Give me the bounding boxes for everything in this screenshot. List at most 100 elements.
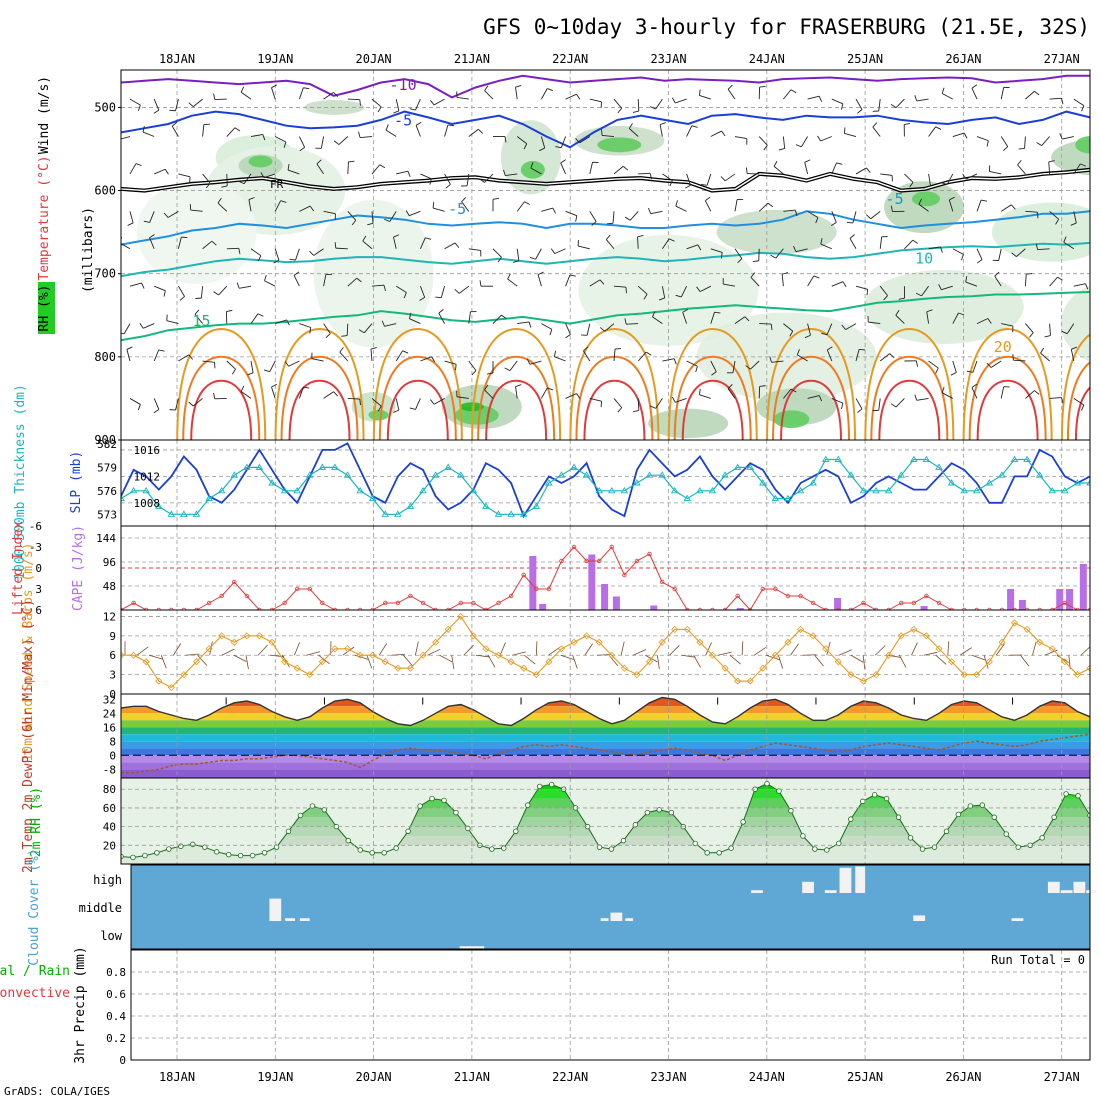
li-point	[1037, 607, 1042, 610]
wind-barb	[699, 394, 711, 399]
wind-barb	[807, 210, 819, 218]
pressure-tick: 600	[94, 184, 116, 198]
wind-speed-point	[620, 664, 628, 672]
li-cape-panel: -6 -3 0 3 6 48 96 144	[29, 520, 1091, 617]
li-point	[1012, 607, 1017, 610]
rh-point	[931, 844, 938, 850]
wind-barb	[217, 202, 228, 212]
thickness-point	[683, 494, 692, 502]
li-point	[320, 600, 325, 606]
wind-barb	[1016, 248, 1026, 257]
surface-barb	[487, 655, 496, 668]
wind-speed-point	[331, 645, 339, 653]
li-point	[307, 586, 312, 592]
thickness-point	[784, 494, 792, 502]
rh-point	[656, 807, 663, 813]
wind-speed-point	[1010, 619, 1019, 627]
thickness-point	[331, 463, 339, 470]
wind-barb	[732, 360, 736, 373]
wind-barb	[686, 244, 699, 250]
wind-barb	[456, 396, 469, 399]
wind-barb	[293, 275, 300, 287]
li-point	[1062, 600, 1068, 606]
surface-barb	[681, 654, 696, 658]
bottom-date-axis: 18JAN 19JAN 20JAN 21JAN 22JAN 23JAN 24JAN 25JAN…	[159, 1070, 1080, 1084]
surface-barb	[633, 649, 647, 656]
li-point	[710, 607, 715, 610]
thickness-point	[733, 463, 742, 470]
wind-barb	[1037, 248, 1050, 251]
rh-point	[237, 852, 244, 859]
rh-point	[919, 846, 926, 852]
diurnal-temp-loop	[962, 327, 1053, 440]
cape-bar	[1007, 589, 1015, 610]
wind-speed-point	[369, 651, 377, 659]
wind-speed-point	[205, 645, 213, 653]
wind-barb	[175, 398, 179, 411]
rh-point	[321, 807, 328, 813]
wind-speed-point	[645, 658, 654, 666]
rh-point	[991, 814, 997, 820]
surface-barb	[620, 641, 625, 656]
wind-barb	[250, 313, 259, 324]
li-point	[1024, 607, 1030, 610]
surface-barb	[281, 655, 290, 668]
surface-barb	[947, 641, 950, 656]
rh-point	[692, 840, 698, 847]
rh2m-label: 2m RH (%)	[29, 787, 44, 857]
thickness-label: 1000-500mb Thickness (dm)	[13, 384, 28, 580]
rh-point	[1015, 844, 1021, 850]
surface-barb	[874, 645, 886, 656]
surface-barb	[391, 653, 406, 656]
rh-point	[309, 803, 316, 809]
rh-blob	[648, 408, 729, 439]
wind-barb	[613, 165, 624, 175]
wind-barb	[339, 351, 349, 362]
rh-blob	[248, 155, 273, 168]
li-point	[987, 607, 992, 610]
wind-barb	[965, 281, 978, 287]
li-point	[622, 572, 627, 578]
wind-barb	[589, 98, 602, 103]
wind-barb	[879, 285, 888, 296]
li-point	[773, 586, 778, 592]
wind-speed-point	[482, 645, 490, 653]
wind-barb	[662, 238, 670, 250]
cloud-cell	[855, 866, 866, 893]
diurnal-temp-loop	[288, 379, 351, 440]
date-label-top: 27JAN	[1044, 52, 1080, 66]
contour-label: -5	[448, 200, 466, 218]
wind-barb	[323, 92, 334, 100]
surface-barb	[971, 654, 986, 661]
wind-speed-point	[419, 651, 427, 659]
surface-barb	[693, 655, 701, 668]
rh-point	[668, 809, 674, 816]
wind-speed-point	[155, 677, 163, 685]
wind-barb	[395, 398, 400, 411]
slp-tick: 1016	[134, 444, 161, 457]
diurnal-temp-loop	[280, 355, 359, 440]
thickness-point	[280, 486, 289, 494]
wind-barb	[704, 200, 712, 212]
wind-barb	[1063, 241, 1075, 250]
rh-point	[166, 846, 172, 852]
thickness-point	[129, 486, 138, 494]
precip-legend-total: Total / Rain	[0, 964, 70, 979]
rh-point	[429, 795, 435, 802]
wind-barb	[432, 207, 445, 212]
surface-barb	[257, 644, 268, 656]
surface-barb	[959, 647, 972, 656]
li-point	[647, 551, 652, 557]
wind-barb	[298, 386, 304, 399]
wind-speed-point	[973, 671, 981, 679]
thickness-point	[519, 510, 528, 517]
wind-barb	[629, 211, 639, 221]
li-point	[534, 586, 539, 592]
thickness-point	[935, 463, 943, 470]
surface-barb	[753, 647, 767, 656]
wind-barb	[541, 387, 548, 399]
thickness-point	[960, 486, 968, 494]
wind-speed-point	[897, 632, 905, 640]
wind-barb	[371, 284, 384, 287]
wind-barb	[801, 136, 808, 148]
